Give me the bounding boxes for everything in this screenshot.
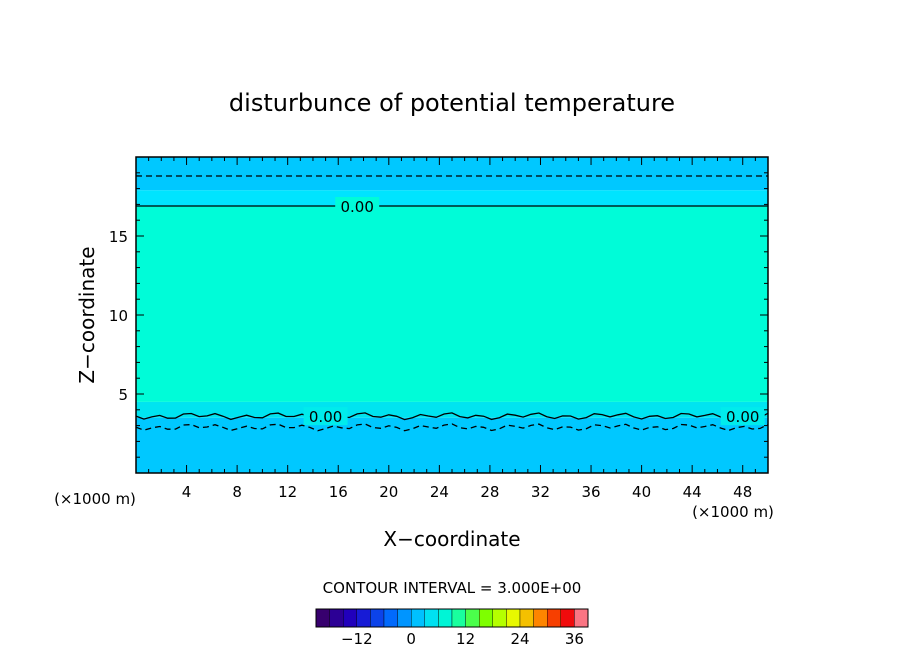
colorbar-tick-label: 0	[406, 630, 416, 648]
colorbar-cell	[383, 608, 398, 628]
x-tick-label: 24	[430, 483, 449, 501]
colorbar-cell	[343, 608, 358, 628]
x-tick-label: 4	[182, 483, 192, 501]
chart-title: disturbunce of potential temperature	[229, 89, 675, 117]
fill-layer-0	[136, 417, 768, 473]
y-tick-label: 10	[109, 307, 128, 325]
colorbar-tick-label: −12	[341, 630, 373, 648]
contour-line-3	[136, 423, 768, 432]
colorbar-cell	[547, 608, 562, 628]
colorbar-cell	[506, 608, 521, 628]
y-tick-label: 5	[118, 386, 128, 404]
fill-layer-1	[136, 401, 768, 418]
contour-lines: 0.00 0.00 0.00	[136, 175, 768, 432]
colorbar-cell	[424, 608, 439, 628]
colorbar-cell	[519, 608, 534, 628]
x-tick-label: 8	[232, 483, 242, 501]
contour-label-0-0: 0.00	[340, 198, 373, 216]
x-tick-label: 20	[379, 483, 398, 501]
colorbar-cell	[397, 608, 412, 628]
fill-layer-4	[136, 157, 768, 191]
colorbar: −12 0 12 24 36	[315, 608, 589, 648]
fill-layer-3	[136, 190, 768, 206]
colorbar-cell	[329, 608, 344, 628]
contour-interval-text: CONTOUR INTERVAL = 3.000E+00	[323, 579, 582, 597]
x-axis: 4 8 12 16 20 24 28 32 36 40 44 48	[148, 157, 756, 501]
colorbar-cell	[492, 608, 507, 628]
x-tick-label: 32	[531, 483, 550, 501]
x-axis-label: X−coordinate	[383, 527, 520, 551]
colorbar-cell	[356, 608, 371, 628]
contour-label-2-0: 0.00	[309, 408, 342, 426]
x-tick-label: 36	[581, 483, 600, 501]
colorbar-cell	[370, 608, 385, 628]
fill-layer-2	[136, 205, 768, 402]
x-unit-right: (×1000 m)	[692, 503, 774, 521]
colorbar-cell	[451, 608, 466, 628]
y-axis-label: Z−coordinate	[75, 246, 99, 383]
x-tick-label: 48	[733, 483, 752, 501]
colorbar-cell	[315, 608, 330, 628]
x-tick-label: 16	[329, 483, 348, 501]
contour-line-2	[136, 412, 768, 421]
x-tick-label: 28	[480, 483, 499, 501]
colorbar-cell	[411, 608, 426, 628]
colorbar-tick-label: 24	[510, 630, 529, 648]
y-axis: 5 10 15	[109, 172, 768, 458]
colorbar-cell	[479, 608, 494, 628]
colorbar-cell	[574, 608, 589, 628]
x-tick-label: 40	[632, 483, 651, 501]
x-tick-label: 12	[278, 483, 297, 501]
contour-label-2-1: 0.00	[726, 408, 759, 426]
colorbar-cell	[533, 608, 548, 628]
colorbar-tick-label: 36	[565, 630, 584, 648]
colorbar-cell	[465, 608, 480, 628]
colorbar-cell	[438, 608, 453, 628]
colorbar-cell	[560, 608, 575, 628]
y-tick-label: 15	[109, 228, 128, 246]
plot-area	[136, 157, 768, 473]
x-tick-label: 44	[683, 483, 702, 501]
colorbar-tick-label: 12	[456, 630, 475, 648]
x-unit-left: (×1000 m)	[54, 490, 136, 508]
